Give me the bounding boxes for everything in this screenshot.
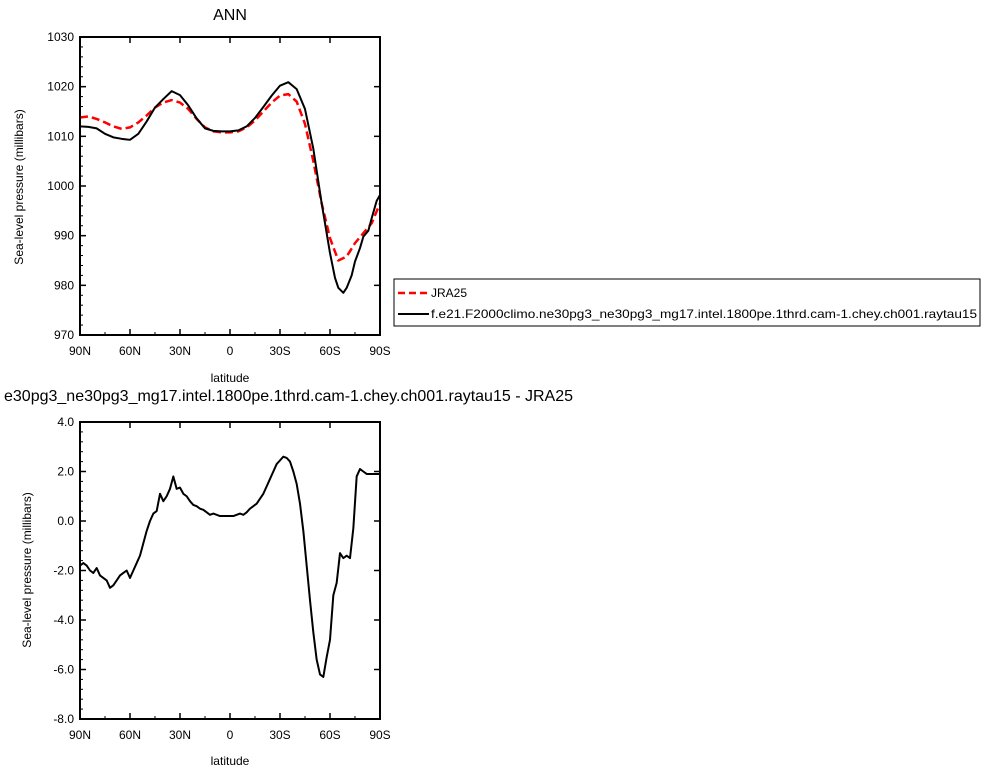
bottom-series-line-difference (79, 455, 380, 678)
bottom-x-tick-label: 30S (269, 728, 290, 742)
top-plot-frame (79, 36, 381, 336)
bottom-y-axis-label: Sea-level pressure (millibars) (20, 492, 34, 647)
bottom-panel: e30pg3_ne30pg3_mg17.intel.1800pe.1thrd.c… (4, 388, 573, 768)
bottom-x-tick-label: 90S (369, 728, 390, 742)
legend-label-jra25: JRA25 (431, 286, 467, 300)
top-y-tick-label: 1000 (47, 179, 74, 193)
top-x-tick-label: 60N (119, 344, 141, 358)
bottom-x-tick-label: 30N (169, 728, 191, 742)
top-y-tick-label: 980 (54, 278, 74, 292)
top-x-tick-label: 60S (319, 344, 340, 358)
top-x-tick-label: 30N (169, 344, 191, 358)
bottom-y-tick-label: -8.0 (53, 712, 74, 726)
bottom-y-tick-label: -2.0 (53, 564, 74, 578)
bottom-series-lines (79, 455, 380, 678)
bottom-y-tick-label: 0.0 (57, 514, 74, 528)
top-y-tick-label: 1030 (47, 30, 74, 44)
bottom-x-tick-label: 60N (119, 728, 141, 742)
bottom-x-tick-label: 60S (319, 728, 340, 742)
top-y-tick-label: 990 (54, 229, 74, 243)
top-chart-title: ANN (213, 7, 247, 24)
bottom-y-tick-label: 2.0 (57, 465, 74, 479)
top-series-line-jra25 (79, 92, 382, 262)
top-axis-ticks: 90N 60N 30N 0 30S 60S 90S 970 980 990 1000 1010 1020… (47, 30, 390, 358)
bottom-plot-frame (79, 421, 381, 720)
bottom-y-tick-label: -6.0 (53, 663, 74, 677)
top-y-tick-label: 1010 (47, 129, 74, 143)
bottom-x-axis-label: latitude (211, 754, 250, 768)
bottom-x-tick-label: 0 (227, 728, 234, 742)
bottom-y-tick-label: -4.0 (53, 613, 74, 627)
top-panel: ANN Sea-level pressure (millibars) latit… (12, 7, 391, 385)
bottom-x-tick-label: 90N (69, 728, 91, 742)
top-y-tick-label: 1020 (47, 80, 74, 94)
top-x-tick-label: 0 (227, 344, 234, 358)
legend: JRA25 f.e21.F2000climo.ne30pg3_ne30pg3_m… (393, 278, 981, 327)
legend-box (393, 278, 981, 327)
top-x-tick-label: 30S (269, 344, 290, 358)
top-series-lines (79, 81, 382, 294)
legend-label-model: f.e21.F2000climo.ne30pg3_ne30pg3_mg17.in… (431, 307, 977, 321)
top-series-line-model (79, 81, 381, 294)
top-x-tick-label: 90N (69, 344, 91, 358)
top-x-axis-label: latitude (211, 371, 250, 385)
top-y-tick-label: 970 (54, 328, 74, 342)
top-x-tick-label: 90S (369, 344, 390, 358)
bottom-chart-title: e30pg3_ne30pg3_mg17.intel.1800pe.1thrd.c… (4, 388, 573, 405)
top-y-axis-label: Sea-level pressure (millibars) (12, 109, 26, 264)
bottom-y-tick-label: 4.0 (57, 415, 74, 429)
